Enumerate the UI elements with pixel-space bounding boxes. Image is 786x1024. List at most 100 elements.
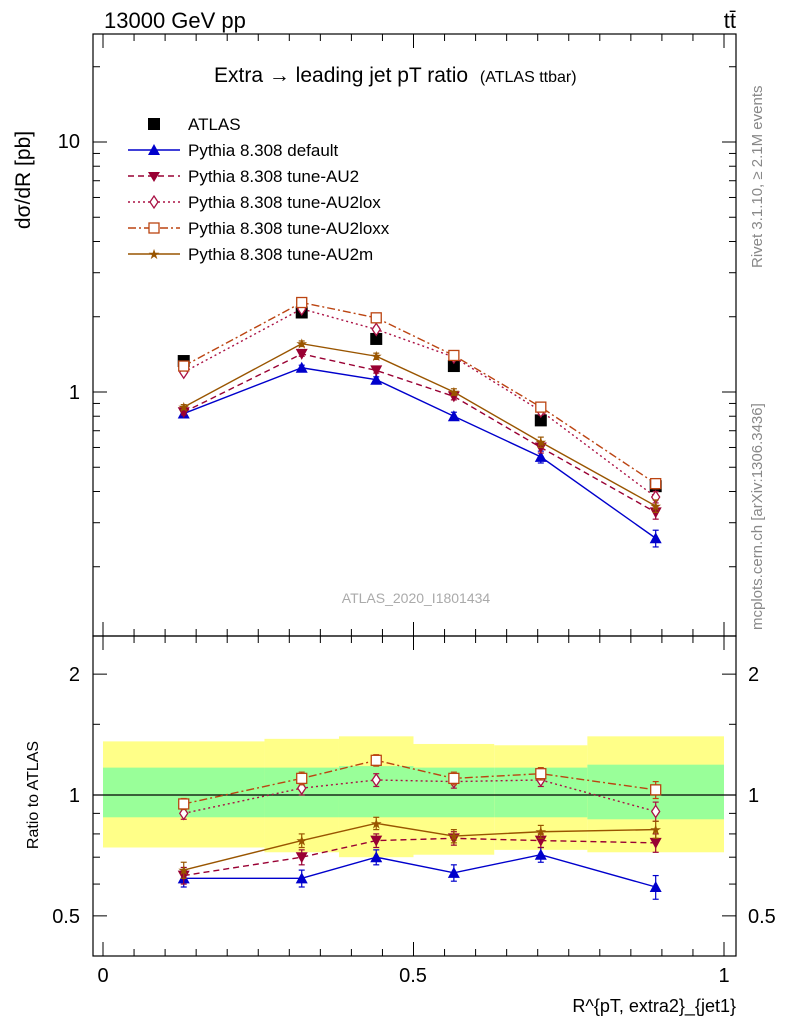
x-tick-label-0: 0	[97, 965, 108, 987]
ratio-series-2-point	[178, 806, 189, 821]
x-tick-label-1: 1	[718, 965, 729, 987]
main-series-4-point	[370, 312, 382, 324]
ratio-series-0-point	[649, 881, 662, 893]
legend-label-au2: Pythia 8.308 tune-AU2	[188, 167, 359, 186]
ratio-series-3-point	[370, 754, 382, 766]
main-series-2-point	[370, 365, 383, 377]
main-series-1-point	[447, 410, 460, 422]
ratio-series-4-point: ★	[535, 824, 548, 840]
ratio-series-4-point: ★	[448, 828, 461, 844]
ratio-series-0-line	[183, 853, 656, 888]
mcplots-label: mcplots.cern.ch [arXiv:1306.3436]	[749, 403, 766, 630]
legend-entry-au2m: ★ Pythia 8.308 tune-AU2m	[128, 245, 373, 264]
ratio-series-3-point	[178, 798, 190, 810]
ratio-series-4-point: ★	[177, 862, 190, 878]
ratio-series-4-point: ★	[649, 822, 662, 838]
x-axis-label: R^{pT, extra2}_{jet1}	[572, 996, 736, 1017]
main-series-3-line	[183, 308, 657, 498]
main-series-layer: ★ ★ ★ ★ ★ ★	[177, 296, 662, 548]
main-series-4-point	[448, 349, 460, 362]
legend-entry-au2lox: Pythia 8.308 tune-AU2lox	[128, 193, 381, 212]
main-series-5-line	[183, 342, 657, 507]
main-series-0-point	[447, 360, 460, 373]
legend-entry-au2: Pythia 8.308 tune-AU2	[128, 167, 359, 186]
main-series-1-point	[534, 450, 547, 462]
ratio-series-layer: ★ ★ ★ ★ ★ ★	[177, 754, 662, 900]
main-series-5-point: ★	[649, 498, 662, 514]
legend: ATLAS Pythia 8.308 default Pythia 8.308 …	[128, 115, 390, 264]
ratio-tick-label-05-left: 0.5	[52, 906, 80, 928]
energy-label: 13000 GeV pp	[104, 8, 246, 33]
ratio-panel: ★★★★ ★ ★ 2 1 0.5 2 1 0.5 Ratio to ATLAS 0 …	[25, 635, 776, 1017]
main-series-2-line	[183, 353, 657, 513]
main-series-2-point	[295, 348, 308, 360]
analysis-watermark: ATLAS_2020_I1801434	[342, 590, 491, 606]
legend-marker-atlas	[148, 118, 160, 130]
ratio-series-1-point	[649, 837, 662, 849]
ratio-series-0-point	[295, 872, 308, 884]
chart-title-text: Extra → leading jet pT ratio	[214, 64, 468, 87]
ratio-series-1-line	[183, 837, 656, 877]
main-series-1-point	[295, 361, 308, 373]
main-series-5-point: ★	[177, 399, 190, 415]
ratio-series-1-point	[295, 852, 308, 864]
main-series-4-line	[183, 301, 657, 485]
main-panel: ★ ★ ★ ★ ★ ★ 10 1 Extra → leading jet pT ratio…	[12, 33, 737, 637]
ratio-tick-label-2-left: 2	[69, 664, 80, 686]
main-tick-label-1: 1	[69, 382, 80, 404]
legend-label-au2lox: Pythia 8.308 tune-AU2lox	[188, 193, 381, 212]
ratio-series-4-point: ★	[370, 815, 383, 831]
ratio-plot-frame	[92, 635, 737, 957]
ratio-series-3-point	[650, 784, 662, 796]
main-series-0-point	[534, 414, 547, 427]
ratio-tick-label-1-left: 1	[69, 785, 80, 807]
ratio-series-2-point	[650, 804, 661, 819]
legend-entry-atlas: ATLAS	[148, 115, 241, 134]
ratio-series-3-point	[448, 772, 460, 785]
ratio-series-0-point	[447, 866, 460, 878]
ratio-series-3-point	[535, 768, 547, 780]
ratio-tick-label-2-right: 2	[748, 664, 759, 686]
ratio-series-2-point	[371, 772, 382, 788]
ratio-series-4-line	[183, 822, 656, 871]
main-series-3-point	[371, 322, 382, 337]
chart-subtitle: (ATLAS ttbar)	[480, 69, 577, 86]
chart-title: Extra → leading jet pT ratio (ATLAS ttba…	[214, 64, 577, 87]
main-series-4-point	[650, 477, 662, 490]
legend-entry-au2loxx: Pythia 8.308 tune-AU2loxx	[128, 219, 390, 238]
main-series-1-point	[370, 373, 383, 385]
main-series-5-point: ★	[448, 384, 461, 400]
main-tick-label-10: 10	[58, 131, 80, 153]
ratio-series-0-point	[370, 851, 383, 863]
ratio-series-2-line	[183, 779, 656, 815]
main-series-0-point	[370, 332, 383, 345]
legend-marker-au2loxx	[148, 222, 160, 234]
ratio-series-3-point	[296, 772, 308, 785]
legend-label-default: Pythia 8.308 default	[188, 141, 339, 160]
main-series-4-point	[296, 296, 308, 309]
ratio-tick-label-05-right: 0.5	[748, 906, 776, 928]
rivet-version-label: Rivet 3.1.10, ≥ 2.1M events	[749, 86, 766, 269]
legend-marker-au2lox	[149, 194, 159, 210]
ratio-ylabel: Ratio to ATLAS	[25, 741, 42, 849]
legend-marker-au2	[148, 172, 160, 182]
process-label: tt̄	[724, 8, 736, 33]
legend-label-atlas: ATLAS	[188, 115, 241, 134]
ratio-tick-label-1-right: 1	[748, 785, 759, 807]
main-ylabel: dσ/dR [pb]	[12, 131, 35, 229]
legend-marker-default	[148, 144, 160, 155]
x-tick-label-05: 0.5	[399, 965, 427, 987]
main-series-5-point: ★	[295, 336, 308, 352]
legend-entry-default: Pythia 8.308 default	[128, 141, 339, 160]
legend-marker-au2m: ★	[148, 246, 161, 262]
legend-label-au2loxx: Pythia 8.308 tune-AU2loxx	[188, 219, 390, 238]
main-series-1-line	[183, 367, 657, 539]
ratio-axis-ticks	[93, 636, 736, 956]
main-series-5-point: ★	[370, 348, 383, 364]
ratio-series-3-line	[183, 759, 656, 805]
main-series-4-point	[178, 360, 190, 372]
main-axis-ticks	[93, 34, 736, 636]
ratio-series-0-point	[534, 848, 547, 860]
main-series-5-point: ★	[535, 434, 548, 450]
